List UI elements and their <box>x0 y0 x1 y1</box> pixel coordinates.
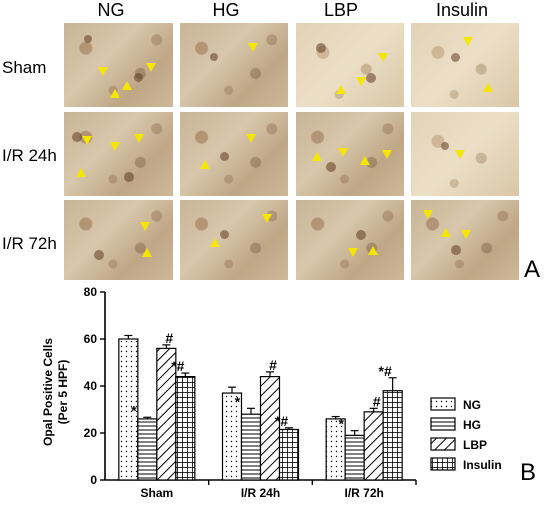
significance-label: *# <box>171 358 184 374</box>
significance-label: # <box>165 330 173 346</box>
bar-insulin-1 <box>278 428 300 481</box>
bar-lbp-2 <box>363 411 384 481</box>
micrograph-ir72h-insulin <box>411 200 519 280</box>
y-tick-label: 60 <box>84 332 98 346</box>
x-tick-label: Sham <box>140 486 173 500</box>
legend-label-ng: NG <box>463 398 481 412</box>
y-tick-label: 40 <box>84 379 98 393</box>
legend-swatch-lbp <box>430 437 456 451</box>
significance-label: *# <box>275 413 288 429</box>
panel-b-chart: Opal Positive Cells (Per 5 HPF) 0 20 40 60 8… <box>41 285 536 500</box>
micrograph-ir72h-lbp <box>296 200 404 280</box>
y-axis-label-line2: (Per 5 HPF) <box>56 360 70 425</box>
significance-label: # <box>269 357 277 373</box>
significance-label: * <box>235 393 241 409</box>
micrograph-ir72h-hg <box>180 200 288 280</box>
legend-swatch-ng <box>430 397 456 411</box>
significance-label: # <box>373 393 381 409</box>
x-tick-label: I/R 72h <box>344 486 383 500</box>
micrograph-ir72h-ng <box>64 200 173 280</box>
bar-hg-1 <box>240 413 262 481</box>
micrograph-ir24h-lbp <box>296 112 404 196</box>
micrograph-ir24h-hg <box>180 112 288 196</box>
micrograph-sham-ng <box>64 23 173 107</box>
row-header-ir72h: I/R 72h <box>2 234 57 253</box>
row-header-ir24h: I/R 24h <box>2 146 57 165</box>
y-axis-label-line1: Opal Positive Cells <box>41 338 55 446</box>
bar-lbp-1 <box>259 375 281 481</box>
panel-b-label: B <box>520 459 536 486</box>
bar-insulin-2 <box>382 390 403 481</box>
column-header-hg: HG <box>212 0 240 20</box>
bars-group: *#*#*#*# *#*# <box>118 330 403 481</box>
column-header-ng: NG <box>97 0 125 20</box>
row-header-sham: Sham <box>2 58 47 77</box>
micrograph-ir24h-ng <box>64 112 173 196</box>
micrograph-ir24h-insulin <box>411 112 519 196</box>
legend-label-lbp: LBP <box>463 438 487 452</box>
significance-label: * <box>338 416 344 432</box>
legend-swatch-insulin <box>430 457 456 471</box>
micrograph-sham-insulin <box>411 23 519 107</box>
column-header-lbp: LBP <box>323 0 359 20</box>
column-header-insulin: Insulin <box>435 0 489 20</box>
y-tick-label: 20 <box>84 426 98 440</box>
bar-insulin-0 <box>175 375 196 481</box>
bar-hg-0 <box>137 418 158 481</box>
legend-swatch-hg <box>430 417 456 431</box>
y-tick-label: 80 <box>84 285 98 299</box>
significance-label: *# <box>379 363 392 379</box>
significance-label: * <box>131 402 137 418</box>
panel-a-label: A <box>524 256 541 283</box>
micrograph-sham-hg <box>180 23 288 107</box>
micrograph-sham-lbp <box>296 23 404 107</box>
legend: NG HG LBP Insulin <box>430 397 502 472</box>
x-tick-label: I/R 24h <box>241 486 280 500</box>
legend-label-insulin: Insulin <box>463 458 502 472</box>
legend-label-hg: HG <box>463 418 481 432</box>
y-tick-label: 0 <box>90 473 97 487</box>
bar-hg-2 <box>344 434 365 481</box>
